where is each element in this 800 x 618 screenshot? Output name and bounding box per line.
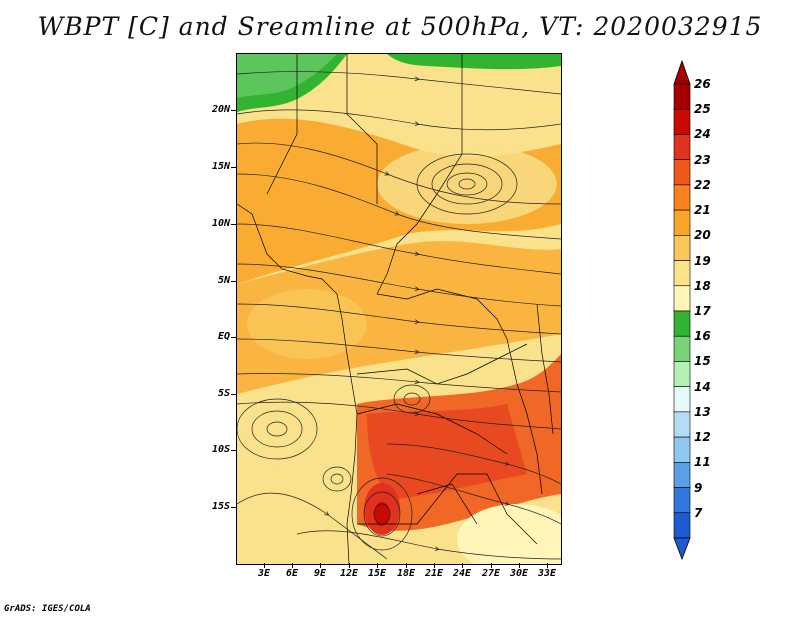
field-18-se [457, 504, 561, 564]
field-19-sw [242, 394, 352, 474]
field-20-west [247, 289, 367, 359]
lon-label-21e: 21E [424, 568, 444, 579]
colorbar-label: 20 [694, 228, 711, 243]
lon-label-12e: 12E [339, 568, 359, 579]
country-borders [237, 54, 554, 564]
lon-label-30e: 30E [509, 568, 529, 579]
lon-tick [547, 563, 548, 568]
lon-tick [349, 563, 350, 568]
lon-tick [491, 563, 492, 568]
field-16-nw [237, 54, 337, 98]
lat-tick [231, 450, 236, 451]
lon-label-15e: 15E [367, 568, 387, 579]
colorbar-swatch [673, 134, 691, 160]
lon-tick [519, 563, 520, 568]
lon-tick [292, 563, 293, 568]
colorbar-label: 17 [694, 304, 711, 318]
colorbar-swatch [673, 159, 691, 186]
colorbar-swatch [673, 108, 691, 135]
wbpt-streamline-map [237, 54, 561, 564]
colorbar-swatch [673, 184, 691, 211]
colorbar-label: 22 [694, 177, 711, 192]
lon-label-9e: 9E [313, 568, 327, 579]
lat-label-eq: EQ [217, 331, 230, 342]
colorbar-label: 12 [694, 430, 711, 445]
colorbar-label: 11 [694, 455, 711, 470]
lon-tick [406, 563, 407, 568]
lat-tick [231, 281, 236, 282]
colorbar [673, 60, 691, 560]
colorbar-label: 25 [694, 102, 711, 117]
colorbar-label: 26 [694, 77, 711, 91]
colorbar-swatch [673, 310, 691, 337]
lon-tick [462, 563, 463, 568]
colorbar-label: 15 [694, 354, 711, 369]
field-17-north [387, 54, 561, 70]
colorbar-swatch [673, 487, 691, 514]
colorbar-label: 7 [694, 505, 703, 520]
lon-tick [434, 563, 435, 568]
lat-tick [231, 394, 236, 395]
colorbar-label: 24 [694, 127, 711, 142]
colorbar-swatch [673, 411, 691, 438]
lat-label-10s: 10S [211, 444, 230, 455]
lon-tick [320, 563, 321, 568]
colorbar-swatch [673, 361, 691, 387]
colorbar-max-arrow [673, 60, 691, 85]
lat-label-15s: 15S [211, 501, 230, 512]
field-24-south [367, 404, 527, 499]
colorbar-swatch [673, 335, 691, 362]
colorbar-label: 23 [694, 152, 711, 167]
lon-label-24e: 24E [452, 568, 472, 579]
field-25-hotspot [374, 502, 390, 526]
colorbar-label: 19 [694, 253, 711, 268]
lat-label-5s: 5S [217, 388, 230, 399]
lat-tick [231, 110, 236, 111]
lat-tick [231, 507, 236, 508]
colorbar-swatch [673, 285, 691, 312]
colorbar-swatch [673, 462, 691, 488]
lon-tick [377, 563, 378, 568]
colorbar-swatch [673, 260, 691, 287]
lon-tick [264, 563, 265, 568]
streamlines [237, 71, 561, 560]
colorbar-swatch [673, 209, 691, 236]
vortices [237, 153, 518, 551]
map-title: WBPT [C] and Sreamline at 500hPa, VT: 20… [37, 12, 763, 41]
colorbar-label: 16 [694, 329, 711, 344]
colorbar-swatch [673, 386, 691, 413]
lon-label-18e: 18E [396, 568, 416, 579]
lat-label-20n: 20N [211, 104, 230, 115]
field-19-ne [377, 144, 557, 224]
lat-tick [231, 224, 236, 225]
lat-tick [231, 167, 236, 168]
colorbar-swatch [673, 235, 691, 261]
lat-tick [231, 337, 236, 338]
colorbar-label: 13 [694, 404, 711, 419]
colorbar-min-arrow [673, 537, 691, 560]
lon-label-3e: 3E [257, 568, 271, 579]
colorbar-label: 18 [694, 278, 711, 293]
lon-label-27e: 27E [481, 568, 501, 579]
lat-label-10n: 10N [211, 218, 230, 229]
lon-label-6e: 6E [285, 568, 299, 579]
colorbar-swatch [673, 512, 691, 539]
colorbar-swatch [673, 83, 691, 110]
lat-label-15n: 15N [211, 161, 230, 172]
lat-label-5n: 5N [217, 275, 230, 286]
footer-credit: GrADS: IGES/COLA [4, 604, 91, 614]
map-panel [236, 53, 562, 565]
colorbar-label: 9 [694, 480, 703, 495]
colorbar-label: 21 [694, 203, 711, 218]
lon-label-33e: 33E [537, 568, 557, 579]
colorbar-label: 14 [694, 379, 711, 394]
colorbar-swatch [673, 436, 691, 463]
